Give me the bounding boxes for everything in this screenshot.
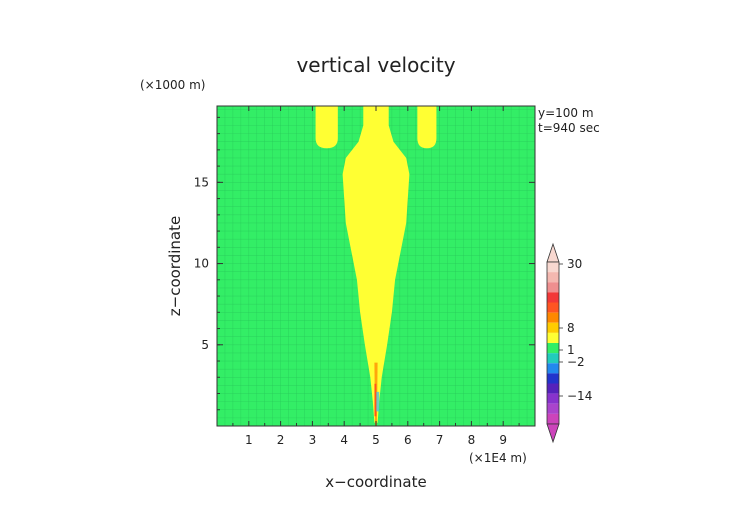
colorbar-band [547, 393, 559, 404]
colorbar-band [547, 413, 559, 424]
colorbar-band [547, 292, 559, 303]
y-tick-label: 5 [201, 338, 209, 352]
colorbar-band [547, 322, 559, 333]
colorbar-band [547, 403, 559, 414]
colorbar-band [547, 302, 559, 313]
annotation-time: t=940 sec [538, 121, 600, 135]
colorbar-band [547, 312, 559, 323]
y-tick-label: 15 [194, 175, 209, 189]
colorbar: 30 8 1−2 −14 [546, 242, 592, 444]
colorbar-band [547, 383, 559, 394]
y-axis-label: z−coordinate [166, 216, 184, 316]
colorbar-bottom-arrow [546, 423, 560, 444]
x-tick-label: 7 [436, 433, 444, 447]
x-tick-label: 5 [372, 433, 380, 447]
colorbar-band [547, 272, 559, 283]
x-tick-label: 2 [277, 433, 285, 447]
x-tick-label: 6 [404, 433, 412, 447]
x-tick-label: 8 [468, 433, 476, 447]
x-tick-label: 9 [499, 433, 507, 447]
right-side-lobe [417, 106, 437, 149]
x-axis-label: x−coordinate [325, 473, 426, 491]
y-axis: 5 10 15 [194, 116, 535, 411]
x-unit-label: (×1E4 m) [469, 451, 527, 465]
colorbar-label: 30 [567, 257, 582, 271]
colorbar-label: 1 [567, 343, 575, 357]
colorbar-band [547, 282, 559, 293]
y-unit-label: (×1000 m) [140, 78, 205, 92]
y-tick-label: 10 [194, 257, 209, 271]
colorbar-band [547, 353, 559, 364]
colorbar-band [547, 262, 559, 273]
plume-region [342, 106, 410, 423]
colorbar-band [547, 332, 559, 343]
colorbar-label: −2 [567, 355, 585, 369]
core-red [374, 383, 377, 417]
chart-title: vertical velocity [296, 53, 455, 77]
colorbar-band [547, 363, 559, 374]
x-tick-label: 4 [340, 433, 348, 447]
left-side-lobe [315, 106, 338, 149]
plot-area [217, 106, 535, 426]
colorbar-band [547, 343, 559, 354]
colorbar-label: 8 [567, 321, 575, 335]
colorbar-label: −14 [567, 389, 592, 403]
x-axis: 1 2 3 4 5 6 7 8 9 [232, 106, 520, 447]
annotation-y-position: y=100 m [538, 106, 594, 120]
x-tick-label: 1 [245, 433, 253, 447]
colorbar-band [547, 373, 559, 384]
colorbar-top-arrow [546, 242, 560, 263]
x-tick-label: 3 [309, 433, 317, 447]
plume-core [374, 362, 380, 426]
core-blue [376, 391, 380, 412]
